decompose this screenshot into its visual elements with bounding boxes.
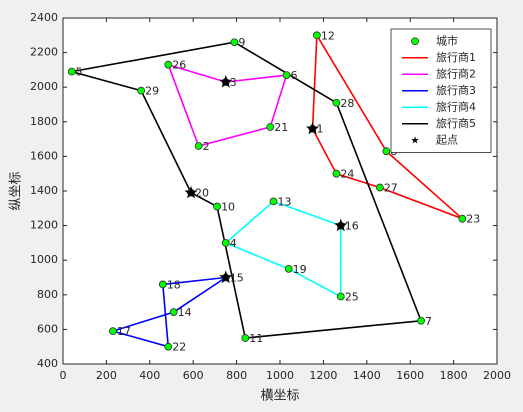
- x-tick-label: 2000: [483, 369, 511, 382]
- city-label: 7: [425, 315, 432, 328]
- y-tick-label: 1800: [30, 115, 58, 128]
- city-label: 26: [172, 59, 186, 72]
- legend-symbol: [411, 136, 419, 144]
- city-label: 6: [291, 69, 298, 82]
- city-label: 12: [321, 29, 335, 42]
- y-axis-label: 纵坐标: [9, 171, 24, 210]
- city-label: 20: [195, 187, 209, 200]
- city-label: 5: [76, 66, 83, 79]
- city-label: 2: [203, 140, 210, 153]
- city-marker: [282, 71, 291, 79]
- city-label: 3: [230, 76, 237, 89]
- legend-label: 旅行商5: [436, 116, 476, 130]
- start-marker: [219, 75, 233, 88]
- y-tick-label: 1600: [30, 149, 58, 162]
- y-tick-label: 2200: [30, 46, 58, 59]
- x-tick-label: 0: [60, 369, 67, 382]
- start-marker: [219, 270, 233, 284]
- city-marker: [312, 31, 321, 40]
- x-tick-label: 400: [139, 369, 160, 382]
- city-marker: [375, 183, 384, 192]
- city-label: 9: [238, 36, 245, 49]
- legend-symbol: [411, 37, 419, 46]
- city-label: 29: [145, 85, 159, 98]
- city-label: 13: [277, 195, 291, 208]
- y-tick-label: 1000: [30, 253, 58, 266]
- city-marker: [332, 98, 341, 107]
- legend-label: 城市: [436, 33, 458, 47]
- route-line: [110, 276, 227, 348]
- city-label: 23: [466, 213, 480, 226]
- legend-label: 旅行商2: [436, 66, 476, 80]
- route-line: [166, 63, 288, 147]
- city-marker: [164, 342, 173, 351]
- x-tick-label: 600: [183, 369, 204, 382]
- city-label: 14: [178, 306, 192, 319]
- y-tick-label: 400: [37, 357, 58, 370]
- start-marker: [334, 218, 348, 232]
- city-label: 1: [317, 123, 324, 136]
- y-tick-label: 1200: [30, 219, 58, 232]
- city-marker: [221, 238, 230, 247]
- city-marker: [158, 280, 167, 289]
- city-marker: [213, 202, 221, 211]
- x-tick-label: 1600: [396, 369, 424, 382]
- city-marker: [137, 86, 146, 95]
- city-marker: [266, 123, 275, 131]
- x-axis-label: 横坐标: [260, 389, 299, 404]
- start-marker: [184, 185, 198, 199]
- legend-label: 旅行商1: [436, 50, 476, 64]
- x-tick-label: 1400: [353, 369, 381, 382]
- city-marker: [269, 197, 278, 206]
- x-tick-label: 1000: [266, 369, 294, 382]
- city-marker: [164, 60, 173, 69]
- y-tick-label: 2400: [30, 11, 58, 24]
- city-label: 10: [221, 201, 235, 214]
- y-tick-label: 800: [37, 288, 58, 301]
- legend-label: 旅行商3: [436, 83, 476, 97]
- y-tick-label: 600: [37, 322, 58, 335]
- x-tick-label: 1200: [309, 369, 337, 382]
- city-marker: [67, 67, 76, 76]
- city-label: 4: [230, 237, 237, 250]
- legend-label: 旅行商4: [436, 99, 476, 113]
- city-marker: [230, 38, 239, 47]
- x-tick-label: 800: [226, 369, 247, 382]
- city-marker: [458, 214, 467, 223]
- legend-label: 起点: [436, 133, 458, 146]
- route-line: [224, 200, 342, 298]
- city-label: 18: [167, 278, 181, 291]
- city-marker: [194, 142, 203, 150]
- city-marker: [382, 147, 391, 156]
- city-label: 15: [230, 272, 244, 285]
- city-label: 17: [117, 325, 131, 338]
- x-tick-label: 200: [96, 369, 117, 382]
- city-label: 16: [345, 220, 359, 233]
- city-marker: [284, 264, 293, 273]
- city-marker: [109, 327, 117, 336]
- city-marker: [241, 334, 250, 342]
- y-tick-label: 2000: [30, 80, 58, 93]
- city-marker: [169, 308, 178, 317]
- city-label: 28: [340, 97, 354, 110]
- city-marker: [332, 169, 341, 178]
- city-label: 19: [293, 263, 307, 276]
- start-marker: [305, 121, 320, 135]
- city-label: 24: [340, 168, 354, 181]
- city-label: 25: [345, 291, 359, 304]
- city-label: 11: [249, 332, 263, 345]
- axes-box: [62, 17, 498, 365]
- x-tick-label: 1800: [440, 369, 468, 382]
- city-label: 22: [172, 341, 186, 354]
- city-marker: [417, 316, 425, 325]
- city-label: 21: [274, 121, 288, 134]
- y-tick-label: 1400: [30, 184, 58, 197]
- city-label: 27: [384, 182, 398, 195]
- city-marker: [336, 292, 345, 301]
